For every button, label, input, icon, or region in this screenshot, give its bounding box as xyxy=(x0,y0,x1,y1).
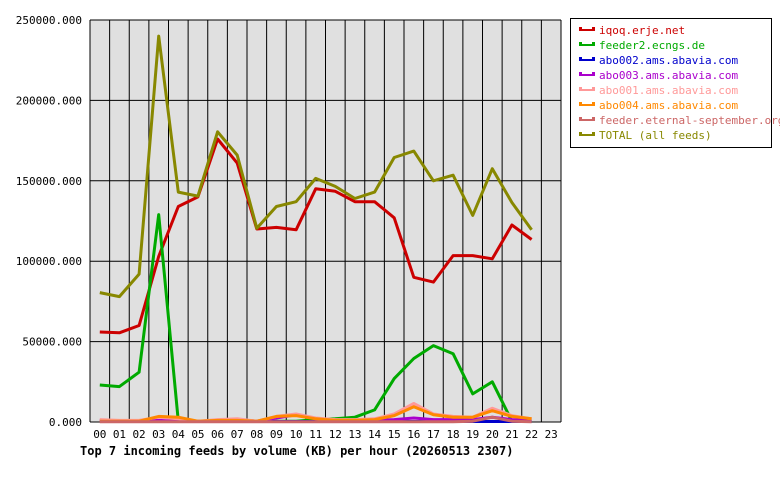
x-tick-label: 16 xyxy=(407,428,420,441)
x-tick-label: 05 xyxy=(191,428,204,441)
x-tick-label: 15 xyxy=(388,428,401,441)
legend-swatch xyxy=(579,44,595,46)
x-tick-label: 07 xyxy=(231,428,244,441)
legend-item: feeder2.ecngs.de xyxy=(577,38,773,53)
x-tick-label: 04 xyxy=(172,428,186,441)
x-tick-label: 20 xyxy=(486,428,499,441)
legend-swatch xyxy=(579,89,595,91)
legend-swatch xyxy=(579,119,595,121)
x-tick-label: 01 xyxy=(113,428,126,441)
y-tick-label: 50000.000 xyxy=(22,336,82,349)
legend-item: TOTAL (all feeds) xyxy=(577,128,773,143)
legend-label: iqoq.erje.net xyxy=(599,23,685,38)
legend-swatch xyxy=(579,59,595,61)
y-tick-label: 100000.000 xyxy=(16,255,82,268)
legend-item: abo003.ams.abavia.com xyxy=(577,68,773,83)
y-tick-label: 250000.000 xyxy=(16,14,82,27)
legend-item: abo001.ams.abavia.com xyxy=(577,83,773,98)
y-tick-label: 200000.000 xyxy=(16,94,82,107)
y-tick-label: 150000.000 xyxy=(16,175,82,188)
x-tick-label: 18 xyxy=(446,428,459,441)
legend-swatch xyxy=(579,134,595,136)
chart-title: Top 7 incoming feeds by volume (KB) per … xyxy=(80,444,513,458)
legend-label: abo001.ams.abavia.com xyxy=(599,83,738,98)
legend-label: abo002.ams.abavia.com xyxy=(599,53,738,68)
legend-label: abo003.ams.abavia.com xyxy=(599,68,738,83)
x-tick-label: 00 xyxy=(93,428,106,441)
legend-label: feeder2.ecngs.de xyxy=(599,38,705,53)
x-tick-label: 10 xyxy=(289,428,302,441)
legend-label: TOTAL (all feeds) xyxy=(599,128,712,143)
x-tick-label: 11 xyxy=(309,428,322,441)
x-tick-label: 09 xyxy=(270,428,283,441)
legend-swatch xyxy=(579,104,595,106)
legend-label: abo004.ams.abavia.com xyxy=(599,98,738,113)
x-tick-label: 21 xyxy=(505,428,518,441)
legend-item: feeder.eternal-september.org xyxy=(577,113,773,128)
x-tick-label: 12 xyxy=(329,428,342,441)
x-tick-label: 19 xyxy=(466,428,479,441)
legend-item: abo002.ams.abavia.com xyxy=(577,53,773,68)
x-tick-label: 08 xyxy=(250,428,263,441)
x-tick-label: 22 xyxy=(525,428,538,441)
x-tick-label: 06 xyxy=(211,428,224,441)
x-tick-label: 23 xyxy=(545,428,558,441)
legend-label: feeder.eternal-september.org xyxy=(599,113,780,128)
y-tick-label: 0.000 xyxy=(49,416,82,429)
legend-swatch xyxy=(579,29,595,31)
x-tick-label: 13 xyxy=(348,428,361,441)
legend-swatch xyxy=(579,74,595,76)
legend-item: iqoq.erje.net xyxy=(577,23,773,38)
x-tick-label: 17 xyxy=(427,428,440,441)
x-tick-label: 03 xyxy=(152,428,165,441)
x-tick-label: 02 xyxy=(132,428,145,441)
x-tick-label: 14 xyxy=(368,428,382,441)
legend-item: abo004.ams.abavia.com xyxy=(577,98,773,113)
